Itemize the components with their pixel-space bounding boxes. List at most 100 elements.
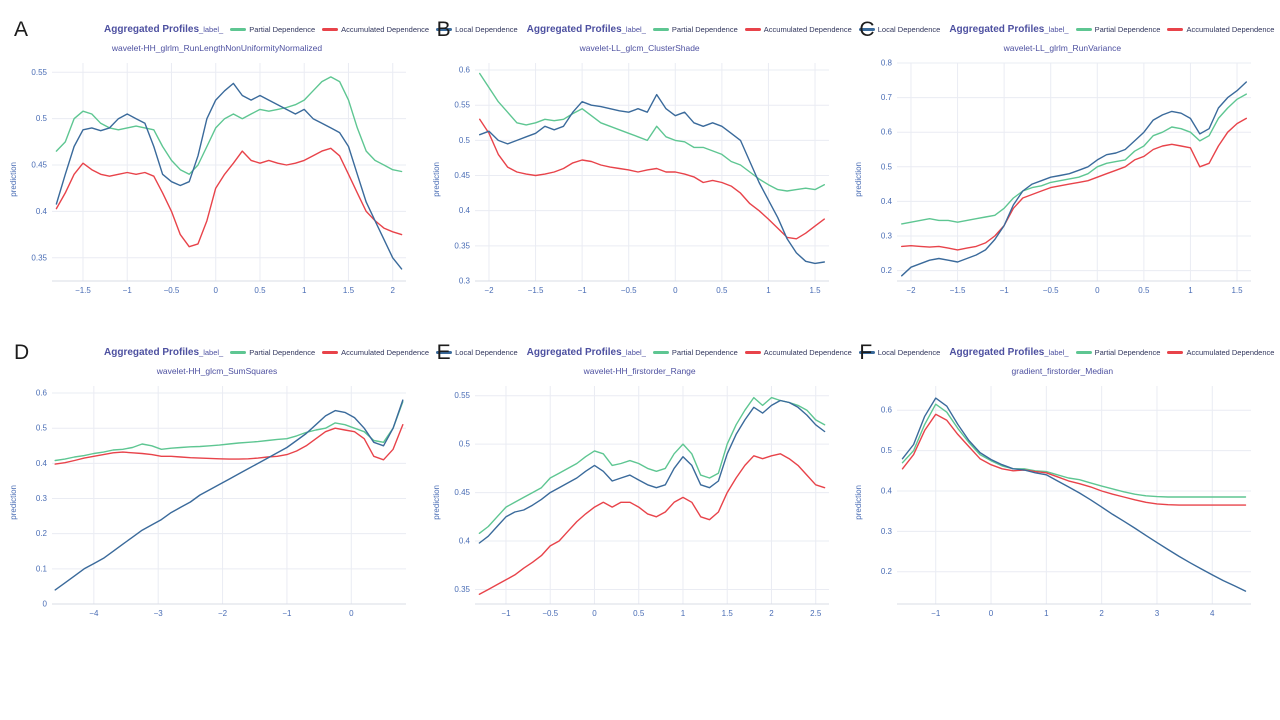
svg-text:2.5: 2.5: [810, 609, 822, 618]
legend-item-accumulated-dependence[interactable]: Accumulated Dependence: [322, 25, 429, 34]
svg-text:0.5: 0.5: [459, 136, 471, 145]
svg-text:0.8: 0.8: [881, 59, 893, 68]
legend-item-text: Partial Dependence: [671, 348, 738, 357]
svg-text:−1.5: −1.5: [75, 286, 91, 295]
accumulated-dependence-swatch: [744, 351, 761, 354]
svg-text:0.5: 0.5: [36, 114, 48, 123]
svg-text:0.4: 0.4: [459, 206, 471, 215]
svg-text:1.5: 1.5: [1232, 286, 1244, 295]
y-axis-label: prediction: [9, 484, 18, 520]
legend-item-text: Local Dependence: [877, 348, 941, 357]
legend-item-accumulated-dependence[interactable]: Accumulated Dependence: [1167, 25, 1274, 34]
partial-dependence-swatch: [1075, 351, 1092, 354]
panel-label: F: [859, 341, 873, 364]
y-axis-label: prediction: [431, 161, 441, 197]
svg-text:0.3: 0.3: [881, 527, 893, 536]
partial-dependence-swatch: [230, 351, 247, 354]
svg-text:−0.5: −0.5: [542, 609, 558, 618]
legend-item-text: Accumulated Dependence: [1186, 348, 1275, 357]
svg-text:0.4: 0.4: [881, 486, 893, 495]
legend-item-text: Partial Dependence: [249, 348, 316, 357]
svg-text:0.4: 0.4: [459, 537, 471, 546]
chart-panel-b: B Aggregated Profiles _label_ Partial De…: [429, 14, 941, 303]
svg-text:−2: −2: [484, 286, 494, 295]
legend-item-accumulated-dependence[interactable]: Accumulated Dependence: [322, 348, 429, 357]
legend-item-partial-dependence[interactable]: Partial Dependence: [652, 348, 738, 357]
line-chart: 0.35 0.4 0.45 0.5 0.55 −1 −0.5 0 0.5 1 1.5 2 2.5: [454, 386, 829, 618]
y-axis-label: prediction: [9, 161, 18, 197]
line-chart: 0.3 0.35 0.4 0.45 0.5 0.55 0.6 −2 −1.5 −1 −0.5 0 0.5…: [454, 63, 829, 295]
y-axis-label: prediction: [854, 484, 864, 520]
legend-label: _label_: [199, 25, 224, 34]
legend-item-text: Accumulated Dependence: [1186, 25, 1275, 34]
accumulated-dependence-swatch: [322, 351, 339, 354]
svg-text:−1: −1: [931, 609, 941, 618]
chart-panel-f: F Aggregated Profiles _label_ Partial De…: [851, 337, 1274, 626]
legend: _label_ Partial Dependence Accumulated D…: [622, 348, 941, 357]
legend-item-partial-dependence[interactable]: Partial Dependence: [230, 25, 315, 34]
legend-item-accumulated-dependence[interactable]: Accumulated Dependence: [1167, 348, 1274, 357]
line-chart: 0.2 0.3 0.4 0.5 0.6 0.7 0.8 −2 −1.5 −1 −0.5 0 0.5 1 1.…: [881, 59, 1252, 295]
svg-text:3: 3: [1155, 609, 1160, 618]
svg-text:−2: −2: [907, 286, 917, 295]
svg-text:0.5: 0.5: [36, 424, 48, 433]
legend-item-accumulated-dependence[interactable]: Accumulated Dependence: [744, 25, 852, 34]
legend-item-text: Partial Dependence: [1094, 25, 1161, 34]
svg-text:0.5: 0.5: [459, 440, 471, 449]
legend-item-text: Partial Dependence: [249, 25, 316, 34]
svg-text:1: 1: [302, 286, 307, 295]
partial-dependence-swatch: [652, 28, 669, 31]
legend-label: _label_: [621, 348, 646, 357]
chart-panel-c: C Aggregated Profiles _label_ Partial De…: [851, 14, 1274, 303]
svg-text:0.35: 0.35: [31, 253, 47, 262]
chart-panel-e: E Aggregated Profiles _label_ Partial De…: [429, 337, 941, 626]
svg-text:2: 2: [390, 286, 395, 295]
svg-text:0.55: 0.55: [454, 101, 470, 110]
svg-text:0.55: 0.55: [454, 391, 470, 400]
svg-text:0.45: 0.45: [31, 161, 47, 170]
svg-text:0.6: 0.6: [881, 128, 893, 137]
svg-text:0.5: 0.5: [881, 162, 893, 171]
plot-area: prediction 0.35 0.4 0.45 0.5 0.55 −1 −0.5 0 0.5 1…: [431, 378, 849, 626]
plot-area: prediction 0.35 0.4 0.45 0.5 0.55 −1.5 −1 −0.5 0…: [8, 55, 426, 303]
legend-item-local-dependence[interactable]: Local Dependence: [858, 348, 941, 357]
legend-item-accumulated-dependence[interactable]: Accumulated Dependence: [744, 348, 852, 357]
legend-item-partial-dependence[interactable]: Partial Dependence: [652, 25, 738, 34]
svg-text:−3: −3: [154, 609, 164, 618]
svg-text:−1: −1: [282, 609, 292, 618]
legend-item-partial-dependence[interactable]: Partial Dependence: [230, 348, 315, 357]
legend: _label_ Partial Dependence Accumulated D…: [1044, 25, 1280, 34]
legend: _label_ Partial Dependence Accumulated D…: [622, 25, 941, 34]
chart-title: Aggregated Profiles: [526, 24, 622, 35]
legend-item-local-dependence[interactable]: Local Dependence: [436, 348, 518, 357]
legend-item-text: Accumulated Dependence: [341, 348, 430, 357]
partial-dependence-swatch: [230, 28, 247, 31]
svg-text:0.1: 0.1: [36, 564, 48, 573]
svg-text:0.35: 0.35: [454, 241, 470, 250]
svg-text:−0.5: −0.5: [620, 286, 636, 295]
legend-item-partial-dependence[interactable]: Partial Dependence: [1075, 348, 1160, 357]
svg-text:0.55: 0.55: [31, 68, 47, 77]
svg-text:1: 1: [1044, 609, 1049, 618]
local-dependence-swatch: [858, 351, 875, 354]
svg-text:0.2: 0.2: [881, 567, 893, 576]
svg-text:0.35: 0.35: [454, 585, 470, 594]
svg-text:0: 0: [1095, 286, 1100, 295]
svg-text:0.2: 0.2: [881, 266, 893, 275]
legend-item-local-dependence[interactable]: Local Dependence: [858, 25, 940, 34]
chart-subtitle: wavelet-HH_firstorder_Range: [583, 366, 696, 376]
legend-item-partial-dependence[interactable]: Partial Dependence: [1075, 25, 1161, 34]
line-chart: 0.35 0.4 0.45 0.5 0.55 −1.5 −1 −0.5 0 0.5 1 1.5 2: [31, 63, 406, 295]
local-dependence-swatch: [436, 351, 453, 354]
svg-text:0: 0: [213, 286, 218, 295]
chart-header: Aggregated Profiles _label_ Partial Depe…: [8, 16, 518, 35]
legend-item-text: Local Dependence: [455, 348, 518, 357]
svg-text:−1: −1: [1000, 286, 1010, 295]
svg-text:1.5: 1.5: [721, 609, 733, 618]
plot-area: prediction 0.2 0.3 0.4 0.5 0.6 −1 0 1 2 3 4: [853, 378, 1271, 626]
chart-title: Aggregated Profiles: [949, 347, 1045, 358]
legend-item-local-dependence[interactable]: Local Dependence: [436, 25, 518, 34]
accumulated-dependence-swatch: [322, 28, 339, 31]
svg-text:0.5: 0.5: [716, 286, 728, 295]
